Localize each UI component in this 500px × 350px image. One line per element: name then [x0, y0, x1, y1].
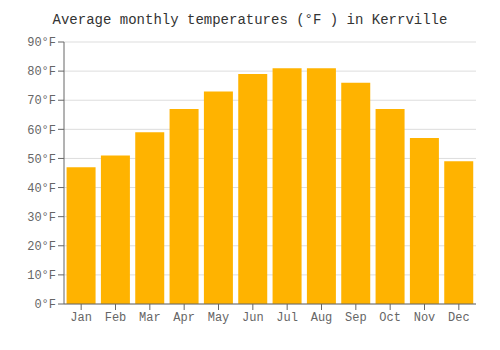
svg-text:Jun: Jun [242, 311, 264, 325]
svg-text:40°F: 40°F [27, 182, 56, 196]
svg-text:Feb: Feb [105, 311, 127, 325]
svg-text:Apr: Apr [173, 311, 195, 325]
svg-text:Sep: Sep [345, 311, 367, 325]
html-text:Average monthly temperatures (: Average monthly temperatures (°F ) in Ke… [52, 12, 448, 28]
svg-text:Aug: Aug [311, 311, 333, 325]
svg-text:90°F: 90°F [27, 36, 56, 50]
svg-text:50°F: 50°F [27, 153, 56, 167]
svg-text:70°F: 70°F [27, 94, 56, 108]
svg-text:Mar: Mar [139, 311, 161, 325]
svg-text:30°F: 30°F [27, 211, 56, 225]
svg-text:80°F: 80°F [27, 65, 56, 79]
svg-text:Jan: Jan [70, 311, 92, 325]
svg-text:60°F: 60°F [27, 124, 56, 138]
svg-text:Jul: Jul [276, 311, 298, 325]
svg-text:May: May [208, 311, 230, 325]
svg-text:Dec: Dec [448, 311, 470, 325]
svg-text:0°F: 0°F [34, 298, 56, 312]
svg-text:10°F: 10°F [27, 269, 56, 283]
svg-text:20°F: 20°F [27, 240, 56, 254]
svg-text:Nov: Nov [414, 311, 436, 325]
svg-text:Oct: Oct [379, 311, 401, 325]
